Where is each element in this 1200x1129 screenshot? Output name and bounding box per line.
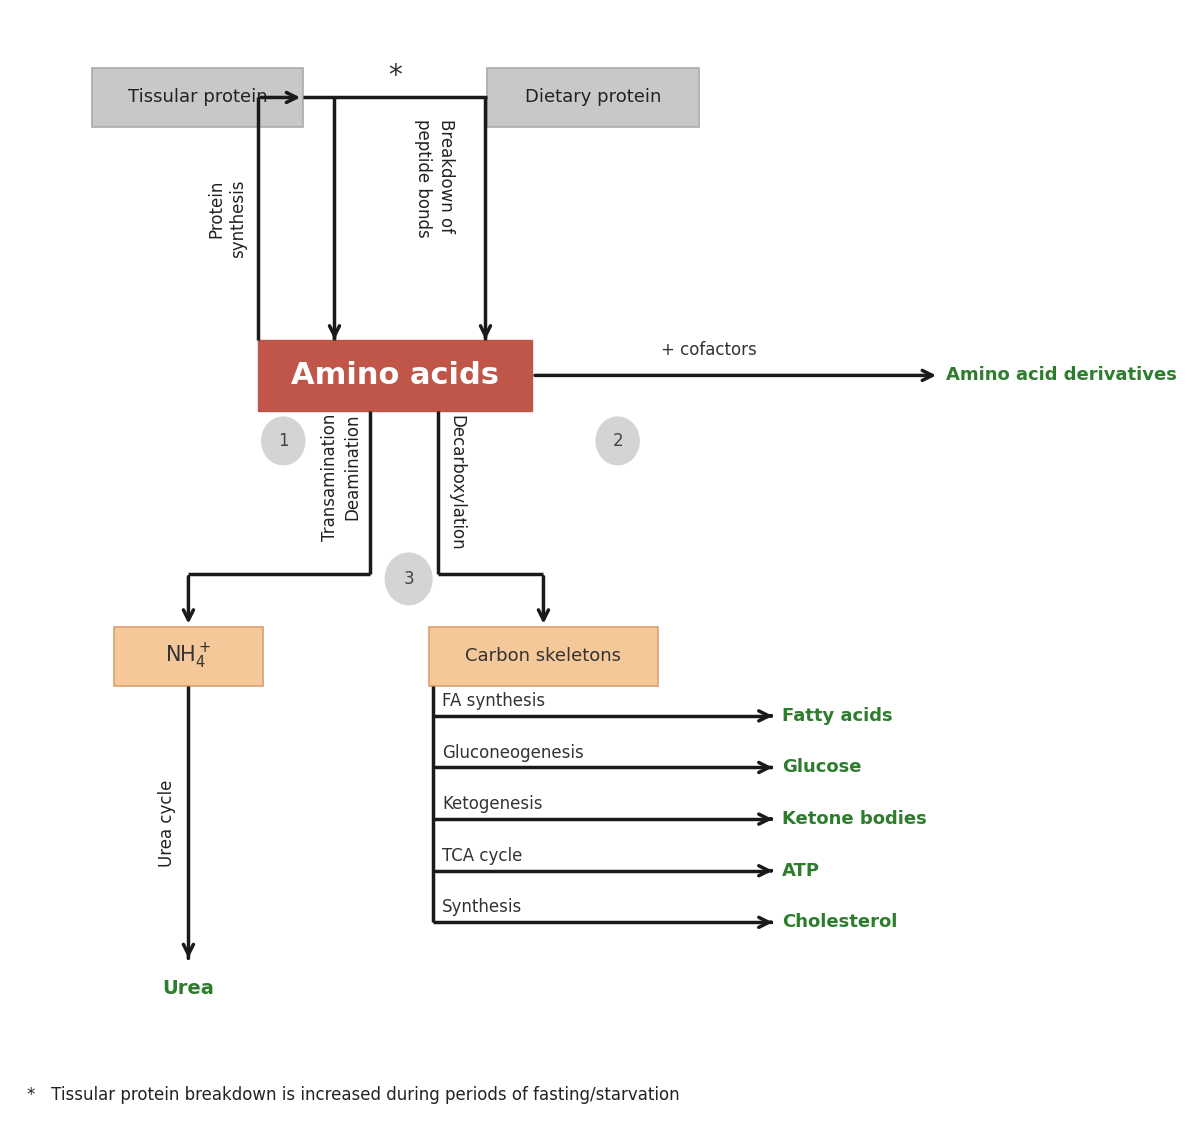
- Text: *: *: [389, 62, 402, 89]
- Circle shape: [596, 417, 640, 465]
- Text: Dietary protein: Dietary protein: [524, 88, 661, 106]
- Text: Urea cycle: Urea cycle: [158, 780, 176, 867]
- Text: + cofactors: + cofactors: [661, 341, 756, 359]
- Text: 1: 1: [278, 432, 288, 450]
- Text: Transamination
Deamination: Transamination Deamination: [320, 414, 361, 541]
- Text: 3: 3: [403, 570, 414, 588]
- Text: NH$_4^+$: NH$_4^+$: [166, 641, 211, 671]
- Text: Synthesis: Synthesis: [443, 899, 522, 917]
- Text: ATP: ATP: [781, 861, 820, 879]
- Text: Amino acid derivatives: Amino acid derivatives: [946, 367, 1177, 384]
- Text: 2: 2: [612, 432, 623, 450]
- Text: Protein
synthesis: Protein synthesis: [208, 180, 247, 257]
- Text: Fatty acids: Fatty acids: [781, 707, 893, 725]
- Text: Decarboxylation: Decarboxylation: [448, 414, 466, 551]
- Text: Carbon skeletons: Carbon skeletons: [466, 647, 622, 665]
- Text: Amino acids: Amino acids: [292, 361, 499, 390]
- Text: Urea: Urea: [162, 979, 215, 998]
- Text: Tissular protein: Tissular protein: [127, 88, 268, 106]
- FancyBboxPatch shape: [92, 68, 304, 128]
- FancyBboxPatch shape: [258, 340, 533, 411]
- Text: Breakdown of
peptide bonds: Breakdown of peptide bonds: [414, 120, 455, 238]
- Text: TCA cycle: TCA cycle: [443, 847, 523, 865]
- Circle shape: [262, 417, 305, 465]
- Circle shape: [385, 553, 432, 605]
- FancyBboxPatch shape: [487, 68, 698, 128]
- Text: Gluconeogenesis: Gluconeogenesis: [443, 744, 584, 762]
- Text: Glucose: Glucose: [781, 759, 862, 777]
- Text: *   Tissular protein breakdown is increased during periods of fasting/starvation: * Tissular protein breakdown is increase…: [26, 1086, 679, 1104]
- FancyBboxPatch shape: [114, 627, 263, 686]
- Text: Cholesterol: Cholesterol: [781, 913, 898, 931]
- Text: Ketone bodies: Ketone bodies: [781, 811, 926, 828]
- FancyBboxPatch shape: [428, 627, 658, 686]
- Text: FA synthesis: FA synthesis: [443, 692, 546, 710]
- Text: Ketogenesis: Ketogenesis: [443, 795, 542, 813]
